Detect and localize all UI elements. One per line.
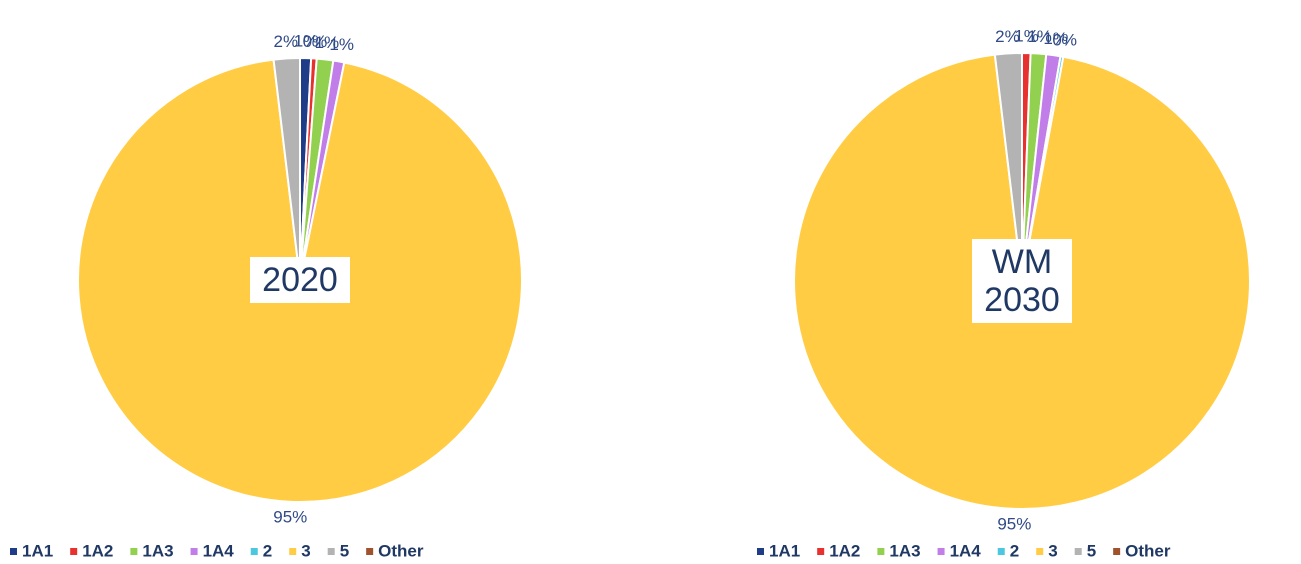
slice-label: 1% <box>294 32 319 51</box>
legend-swatch <box>1036 548 1044 555</box>
legend-label: 1A1 <box>769 541 800 560</box>
legend-swatch <box>10 548 17 555</box>
legend-swatch <box>289 548 297 555</box>
legend-label: 3 <box>301 541 310 560</box>
legend-label: Other <box>378 541 424 560</box>
legend-swatch <box>250 548 258 555</box>
slice-label: 1% <box>329 35 354 54</box>
slice-label: 2% <box>995 27 1020 46</box>
legend-swatch <box>877 548 885 555</box>
slice-label: 0% <box>1052 30 1077 49</box>
slice-label: 1% <box>315 33 340 52</box>
legend-label: Other <box>1125 541 1171 560</box>
slice-label: 2% <box>274 32 299 51</box>
legend-swatch <box>1113 548 1121 555</box>
legend-swatch <box>757 548 764 555</box>
legend-swatch <box>130 548 138 555</box>
slice-label: 1% <box>1043 29 1068 48</box>
slice-label: 0% <box>303 32 328 51</box>
slice-label: 1% <box>1027 27 1052 46</box>
pie-center-label: WM 2030 <box>972 239 1072 323</box>
legend-swatch <box>1074 548 1082 555</box>
slice-label: 95% <box>273 507 307 526</box>
legend-swatch <box>817 548 825 555</box>
legend-swatch <box>997 548 1005 555</box>
legend-label: 5 <box>340 541 349 560</box>
pie-slice <box>272 56 301 281</box>
legend-swatch <box>327 548 335 555</box>
legend-label: 1A4 <box>203 541 235 560</box>
slice-label: 95% <box>997 514 1031 533</box>
legend-swatch <box>366 548 374 555</box>
legend-label: 1A2 <box>82 541 113 560</box>
legend-label: 5 <box>1087 541 1096 560</box>
pie-slice <box>993 51 1023 282</box>
legend-swatch <box>190 548 198 555</box>
legend-swatch <box>70 548 78 555</box>
legend-label: 3 <box>1048 541 1057 560</box>
legend-swatch <box>937 548 945 555</box>
pie-center-label: 2020 <box>250 257 350 303</box>
legend-label: 1A2 <box>829 541 860 560</box>
legend-label: 1A3 <box>889 541 920 560</box>
slice-label: 1% <box>1014 27 1039 46</box>
legend-label: 2 <box>263 541 272 560</box>
legend-label: 2 <box>1010 541 1019 560</box>
legend-label: 1A3 <box>142 541 173 560</box>
legend-label: 1A4 <box>950 541 982 560</box>
legend-label: 1A1 <box>22 541 53 560</box>
